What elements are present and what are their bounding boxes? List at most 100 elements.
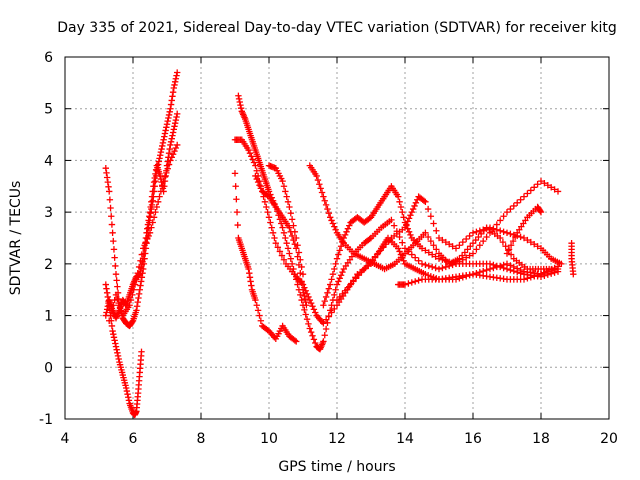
data-point <box>166 108 173 116</box>
data-point <box>146 213 153 220</box>
data-point <box>505 246 513 253</box>
data-point <box>527 238 534 246</box>
data-point <box>246 274 254 281</box>
x-tick-label: 14 <box>396 431 414 447</box>
data-point <box>167 141 174 149</box>
data-point <box>537 271 545 278</box>
data-point <box>168 154 175 161</box>
data-point <box>469 250 477 257</box>
data-point <box>537 207 544 215</box>
data-point <box>168 97 175 104</box>
data-point <box>415 277 422 284</box>
data-point <box>169 151 177 158</box>
data-point <box>165 149 173 157</box>
data-point <box>514 199 521 207</box>
data-point <box>430 242 437 249</box>
data-point <box>486 260 494 268</box>
data-point <box>248 153 255 160</box>
data-point <box>483 266 490 274</box>
data-point <box>142 238 150 246</box>
data-point <box>157 188 165 195</box>
data-point <box>446 258 453 265</box>
data-point <box>172 144 180 152</box>
data-point <box>165 111 173 119</box>
data-point <box>497 234 504 242</box>
data-point <box>500 228 507 235</box>
data-point <box>520 193 528 200</box>
data-point <box>331 223 338 230</box>
data-point <box>284 198 292 205</box>
data-point <box>136 286 143 293</box>
data-point <box>231 170 239 177</box>
data-point <box>420 197 428 204</box>
data-point <box>531 241 538 248</box>
data-point <box>507 251 515 258</box>
data-point <box>507 230 514 238</box>
data-point <box>235 95 243 103</box>
data-point <box>171 119 179 127</box>
data-point <box>446 241 453 248</box>
data-point <box>112 291 120 299</box>
data-point <box>396 198 403 205</box>
data-point <box>466 252 473 259</box>
data-point <box>171 147 178 155</box>
x-tick-label: 16 <box>464 431 482 447</box>
data-point <box>427 237 435 245</box>
data-point <box>335 251 342 258</box>
data-point <box>257 185 265 192</box>
data-point <box>524 190 531 197</box>
data-point <box>424 205 432 213</box>
data-point <box>320 193 327 200</box>
data-point <box>133 303 141 310</box>
data-point <box>301 306 308 314</box>
data-point <box>293 245 300 252</box>
data-point <box>554 265 562 273</box>
series-track-n <box>503 203 545 257</box>
data-point <box>324 205 331 213</box>
chart-title: Day 335 of 2021, Sidereal Day-to-day VTE… <box>57 20 617 36</box>
data-point <box>328 309 335 316</box>
data-point <box>109 327 116 335</box>
data-point <box>329 220 337 227</box>
data-point <box>160 136 167 143</box>
data-point <box>328 276 335 283</box>
data-point <box>514 268 521 276</box>
data-point <box>439 256 446 263</box>
data-point <box>145 232 152 240</box>
data-point <box>173 113 180 121</box>
data-point <box>322 201 330 209</box>
data-point <box>234 221 241 229</box>
data-point <box>337 272 345 279</box>
data-point <box>161 133 168 140</box>
data-point <box>269 229 277 237</box>
data-point <box>115 299 122 307</box>
data-point <box>141 242 148 249</box>
data-point <box>325 285 333 292</box>
data-point <box>127 296 135 304</box>
data-point <box>135 263 143 271</box>
data-point <box>254 178 262 186</box>
data-point <box>272 239 279 247</box>
data-point <box>331 265 338 273</box>
data-point <box>324 289 331 297</box>
data-point <box>114 352 122 360</box>
data-point <box>327 281 334 288</box>
data-point <box>144 225 151 232</box>
data-point <box>163 169 170 177</box>
data-point <box>544 182 551 189</box>
data-markers <box>102 69 577 419</box>
data-point <box>138 348 145 355</box>
data-point <box>442 263 449 271</box>
data-point <box>490 261 497 269</box>
data-point <box>114 295 121 303</box>
data-point <box>276 248 284 255</box>
data-point <box>152 208 159 216</box>
data-point <box>422 198 429 205</box>
data-point <box>149 197 156 204</box>
data-point <box>159 183 166 190</box>
data-point <box>253 175 260 183</box>
data-point <box>110 334 118 341</box>
y-tick-label: 3 <box>44 205 53 221</box>
data-point <box>503 265 511 273</box>
data-point <box>137 257 144 264</box>
